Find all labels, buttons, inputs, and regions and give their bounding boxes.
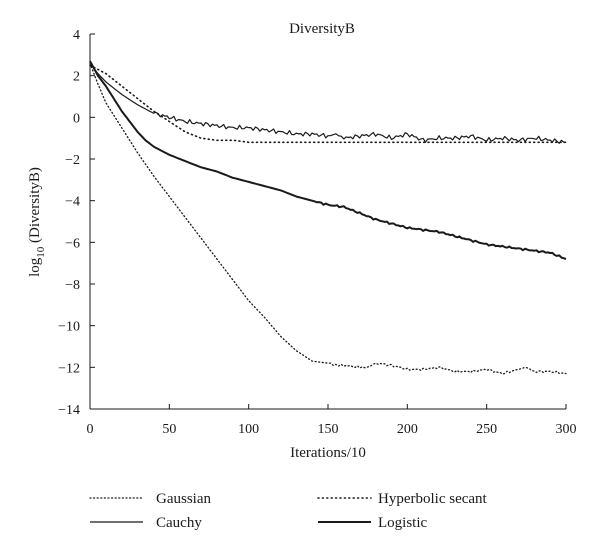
legend-label-hyperbolic-secant: Hyperbolic secant <box>378 491 488 507</box>
x-tick-label: 300 <box>556 422 577 437</box>
y-axis-label: log10 (DiversityB) <box>27 167 47 277</box>
y-tick-label: −8 <box>65 278 80 293</box>
y-tick-label: 4 <box>73 28 80 43</box>
x-tick-label: 200 <box>397 422 418 437</box>
y-axis-label-base: log <box>27 257 43 277</box>
x-ticks: 0 50 100 150 200 250 300 <box>87 404 577 437</box>
x-tick-label: 100 <box>238 422 259 437</box>
chart-title: DiversityB <box>289 21 355 37</box>
y-tick-label: −6 <box>65 236 80 251</box>
legend-label-gaussian: Gaussian <box>156 491 211 507</box>
y-tick-label: 0 <box>73 111 80 126</box>
y-axis-label-rest: (DiversityB) <box>27 167 43 247</box>
legend-label-cauchy: Cauchy <box>156 515 202 531</box>
y-tick-label: 2 <box>73 70 80 85</box>
axes <box>89 34 566 410</box>
x-tick-label: 150 <box>318 422 339 437</box>
y-ticks: 4 2 0 −2 −4 −6 −8 −10 −12 −14 <box>58 28 95 418</box>
x-tick-label: 0 <box>87 422 94 437</box>
x-tick-label: 50 <box>162 422 176 437</box>
y-tick-label: −10 <box>58 320 80 335</box>
y-axis-label-subscript: 10 <box>35 246 47 258</box>
series-line-hyperbolic-secant <box>89 64 567 144</box>
legend-label-logistic: Logistic <box>378 515 428 531</box>
plot-lines <box>89 60 567 375</box>
series-line-logistic <box>89 60 567 260</box>
y-tick-label: −4 <box>65 195 80 210</box>
y-tick-label: −12 <box>58 361 80 376</box>
y-tick-label: −2 <box>65 153 80 168</box>
series-line-gaussian <box>89 62 567 375</box>
x-tick-label: 250 <box>476 422 497 437</box>
x-axis-label: Iterations/10 <box>290 445 366 461</box>
series-line-cauchy <box>89 62 567 144</box>
legend: Gaussian Cauchy Hyperbolic secant Logistic <box>89 491 488 531</box>
y-tick-label: −14 <box>58 403 80 418</box>
